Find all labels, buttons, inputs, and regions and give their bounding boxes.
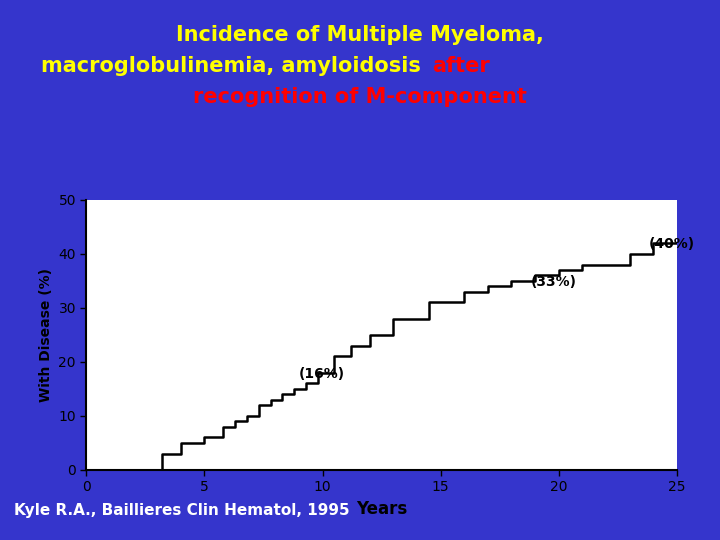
Text: Incidence of Multiple Myeloma,: Incidence of Multiple Myeloma, <box>176 25 544 45</box>
Text: Kyle R.A., Baillieres Clin Hematol, 1995: Kyle R.A., Baillieres Clin Hematol, 1995 <box>14 503 350 518</box>
Text: (40%): (40%) <box>649 238 695 252</box>
Text: after: after <box>432 56 490 76</box>
Text: (16%): (16%) <box>299 367 345 381</box>
Text: macroglobulinemia, amyloidosis: macroglobulinemia, amyloidosis <box>41 56 428 76</box>
Text: (33%): (33%) <box>531 275 577 289</box>
Text: recognition of M-component: recognition of M-component <box>193 87 527 107</box>
Y-axis label: With Disease (%): With Disease (%) <box>39 268 53 402</box>
X-axis label: Years: Years <box>356 500 408 518</box>
